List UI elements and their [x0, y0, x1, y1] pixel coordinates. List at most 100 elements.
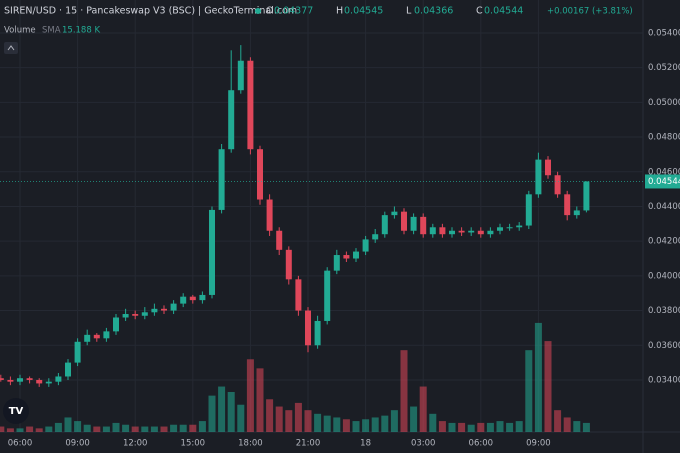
candle-body [170, 303, 177, 311]
volume-bar [554, 410, 562, 432]
volume-bar [582, 422, 590, 432]
candle-body [257, 149, 263, 200]
volume-bar [304, 410, 312, 432]
volume-bar [467, 424, 475, 432]
volume-bar [486, 422, 494, 432]
volume-bar [525, 350, 533, 432]
candle-body [525, 194, 532, 226]
y-tick-label: 0.04600 [648, 167, 680, 177]
candle-body [295, 279, 302, 311]
volume-bar [131, 426, 139, 432]
candle-body [7, 379, 14, 382]
candle-body [401, 211, 407, 231]
candle-body [554, 175, 561, 195]
candle-body [362, 239, 369, 252]
candle-body [468, 230, 475, 233]
candle-body [439, 227, 446, 235]
candle-body [535, 159, 542, 195]
volume-bar [285, 410, 293, 432]
volume-bar [93, 426, 101, 432]
candle-body [391, 211, 398, 216]
volume-bar [371, 417, 379, 432]
candle-body [324, 270, 331, 321]
volume-bar [419, 386, 427, 432]
volume-bar [83, 424, 91, 432]
candle-body [583, 181, 590, 211]
volume-bar [26, 426, 34, 432]
volume-bar [237, 404, 245, 432]
volume-bar [563, 417, 571, 432]
candle-body [189, 296, 196, 301]
candle-body [487, 230, 494, 235]
candle-body [564, 194, 571, 216]
volume-bar [381, 415, 389, 432]
volume-bar [160, 426, 168, 432]
volume-bar [102, 426, 110, 432]
candle-body [113, 317, 119, 332]
candle-body [161, 308, 167, 311]
candle-body [26, 378, 33, 380]
volume-bar [438, 421, 446, 432]
volume-bar [122, 424, 130, 432]
candle-body [477, 230, 484, 235]
y-tick-label: 0.05000 [648, 98, 680, 108]
volume-bar [141, 426, 149, 432]
candle-body [122, 314, 129, 318]
volume-bar [112, 422, 120, 432]
ohlc-key: L [406, 6, 412, 17]
candle-body [449, 230, 455, 235]
candle-body [497, 227, 503, 231]
candle-body [103, 331, 110, 339]
ohlc-key: C [476, 6, 483, 17]
volume-bar [400, 350, 408, 432]
volume-bar [429, 413, 437, 432]
candle-body [420, 216, 427, 235]
volume-bar [227, 392, 235, 432]
volume-bar [0, 426, 5, 432]
volume-bar [458, 422, 466, 432]
volume-bar [189, 424, 197, 432]
candle-body [353, 251, 359, 259]
x-tick-label: 12:00 [123, 439, 148, 449]
volume-bar [342, 419, 350, 432]
volume-bar [314, 413, 322, 432]
ohlc-value: 0.04544 [484, 6, 523, 17]
candle-body [199, 294, 206, 301]
y-tick-label: 0.04200 [648, 237, 680, 247]
volume-bar [35, 428, 43, 432]
volume-bar [64, 417, 72, 432]
volume-bar [362, 419, 370, 432]
candle-body [458, 230, 465, 233]
volume-bar [323, 415, 331, 432]
volume-bar [170, 424, 178, 432]
collapse-button[interactable] [4, 42, 18, 54]
last-price-label: 0.04544 [648, 177, 680, 187]
ohlc-value: 0.04366 [414, 6, 453, 17]
ohlc-legend: O 0.04377 H 0.04545 L 0.04366 C 0.04544 [266, 6, 523, 17]
volume-bar [573, 421, 581, 432]
y-tick-label: 0.04000 [648, 271, 680, 281]
candle-body [228, 90, 235, 150]
ohlc-key: O [266, 6, 273, 17]
candle-body [209, 209, 215, 295]
candle-body [74, 341, 81, 363]
volume-bar [448, 422, 456, 432]
y-tick-label: 0.03800 [648, 306, 680, 316]
candle-body [180, 296, 187, 304]
x-tick-label: 15:00 [181, 439, 206, 449]
x-tick-label: 06:00 [8, 439, 33, 449]
volume-bar [496, 421, 504, 432]
sma-label: SMA [42, 26, 61, 36]
candle-body [305, 310, 311, 346]
volume-bar [179, 424, 187, 432]
candle-body [55, 376, 62, 382]
y-tick-label: 0.04800 [648, 133, 680, 143]
candle-body [276, 230, 283, 250]
volume-bar [534, 322, 542, 432]
candle-body [17, 378, 23, 382]
volume-bar [16, 428, 24, 432]
candle-body [65, 362, 71, 377]
